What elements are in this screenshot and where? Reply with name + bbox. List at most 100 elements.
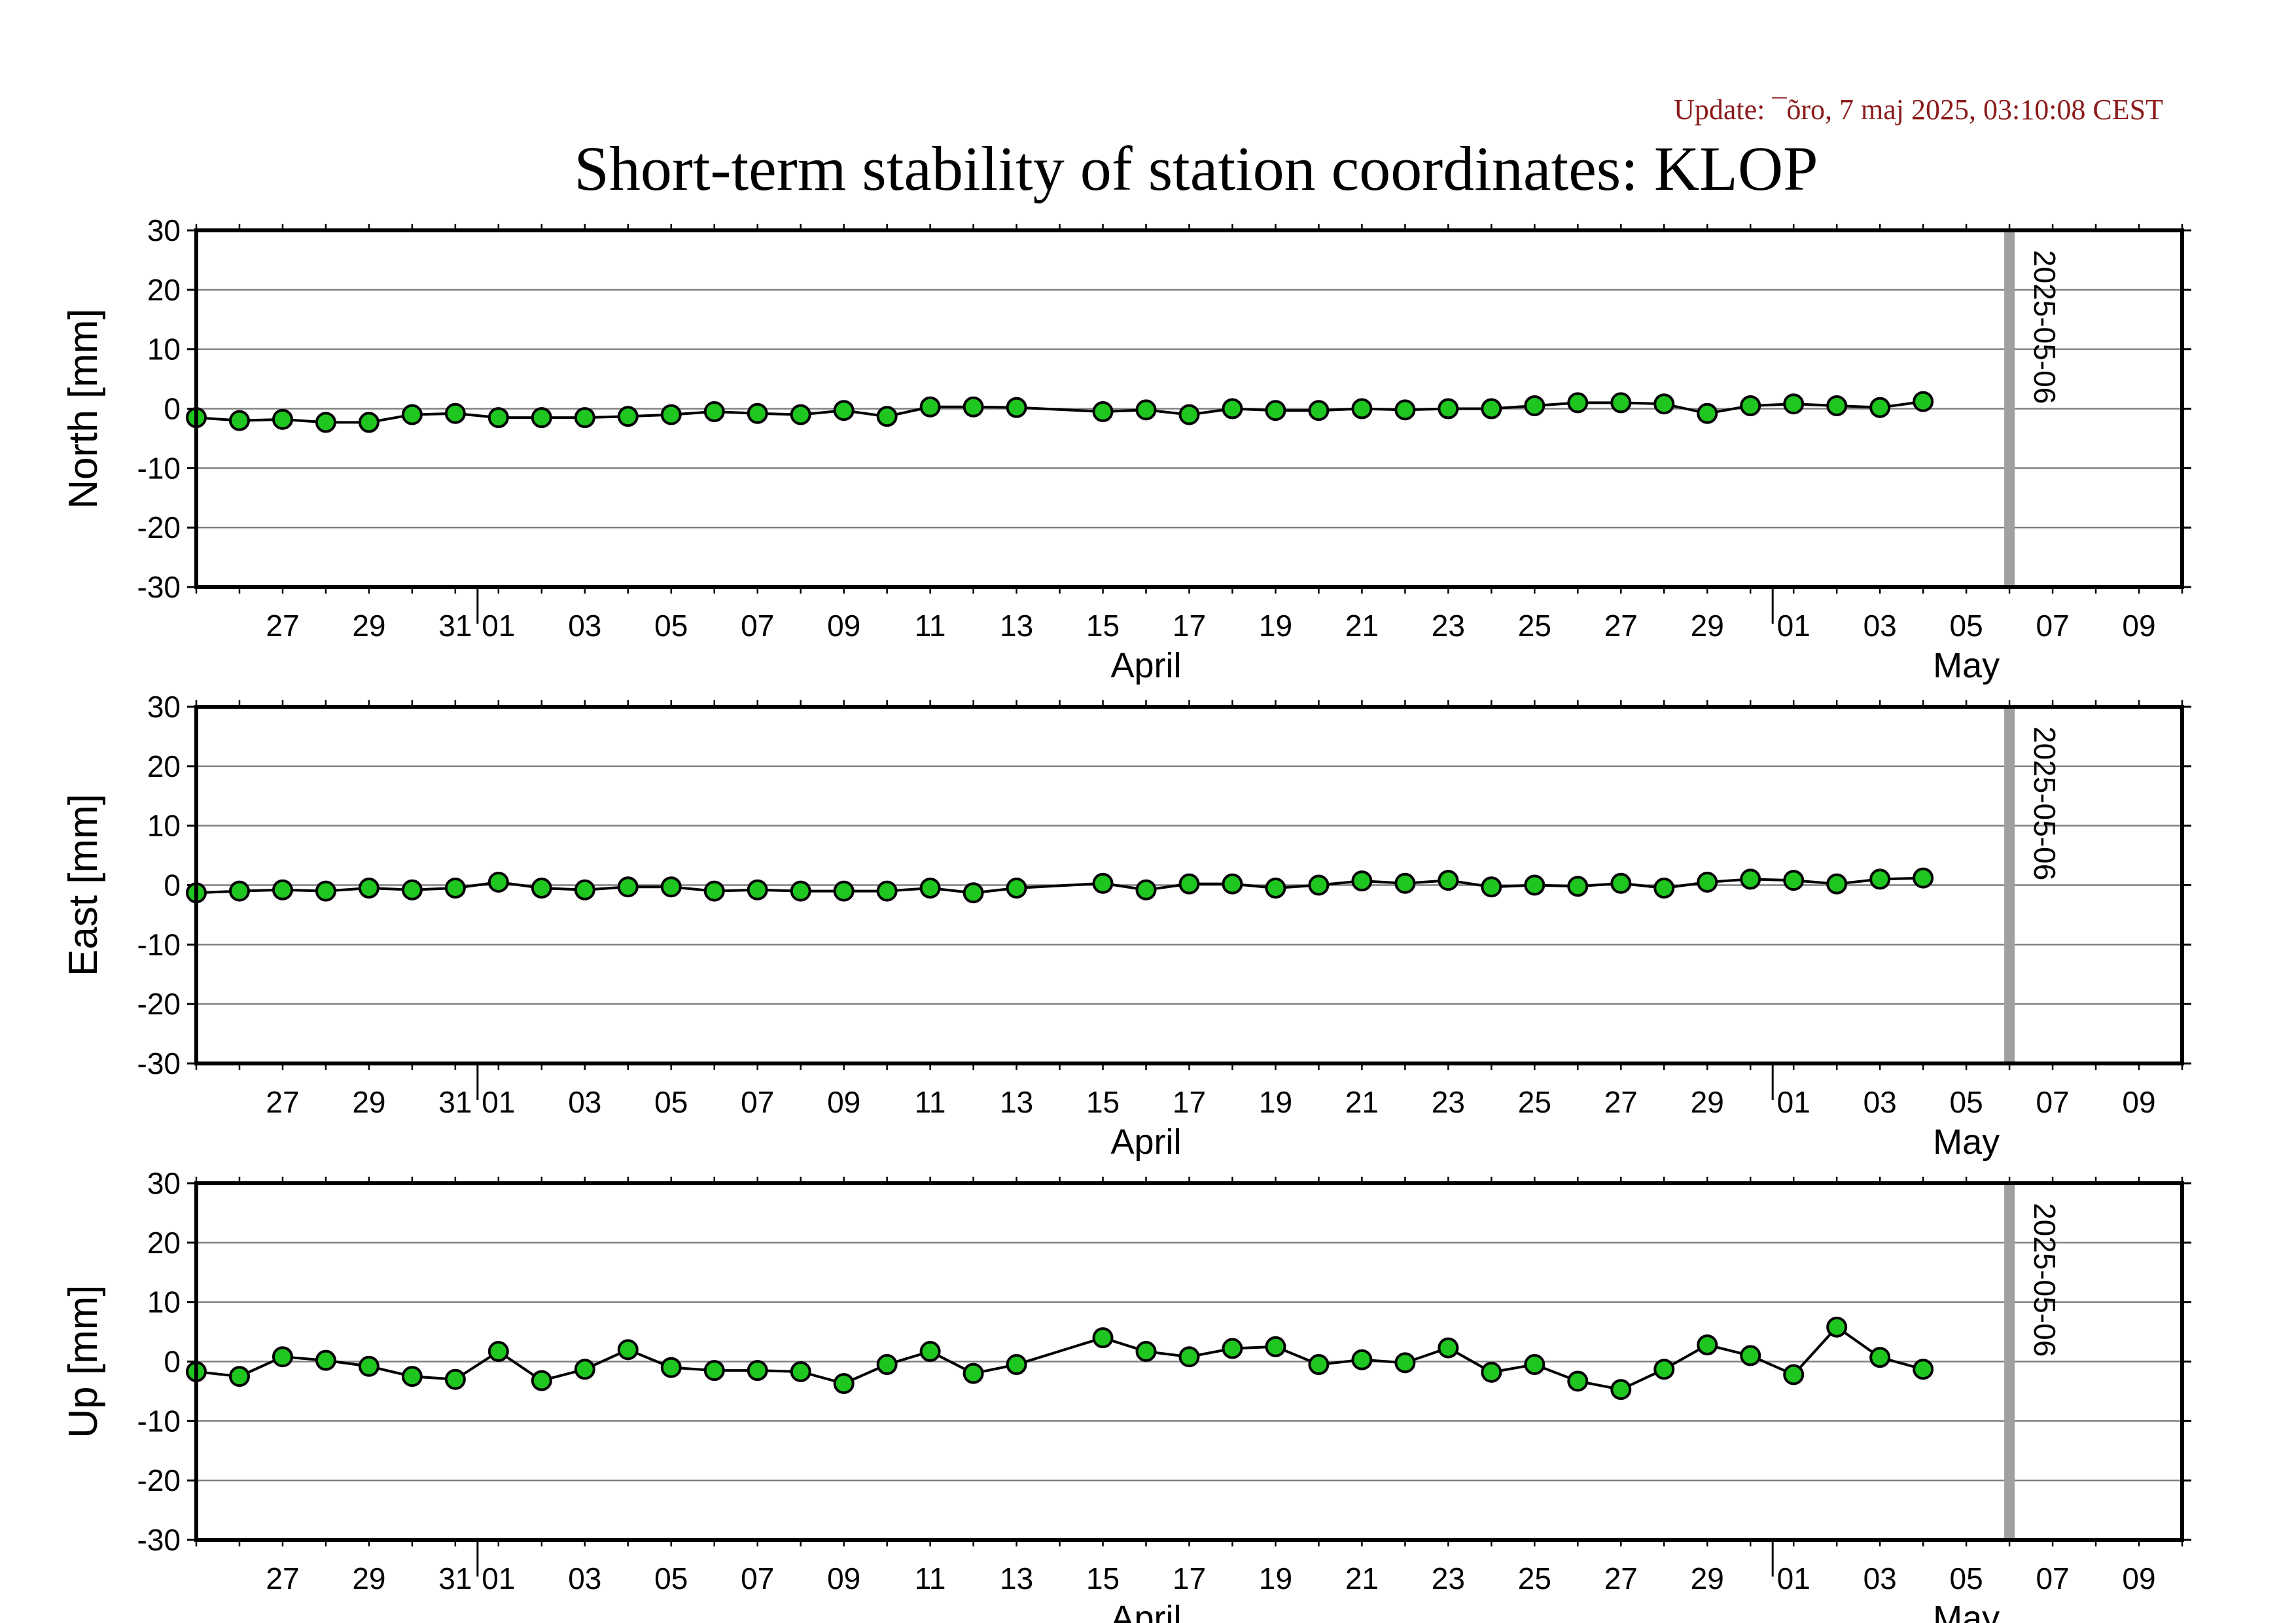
- x-tick-label: 29: [352, 1561, 385, 1596]
- data-point: [1135, 399, 1157, 421]
- y-tick-label: 30: [147, 1166, 181, 1200]
- x-tick-label: 17: [1173, 1085, 1206, 1119]
- data-point: [1610, 392, 1632, 414]
- x-tick-label: 25: [1518, 1085, 1551, 1119]
- data-point: [272, 408, 293, 430]
- x-tick-label: 01: [482, 1085, 515, 1119]
- x-tick-label: 13: [1000, 1561, 1033, 1596]
- data-point: [660, 1357, 682, 1378]
- y-tick-label: 0: [164, 1345, 181, 1379]
- data-point: [1697, 871, 1718, 893]
- x-tick-label: 03: [1863, 1561, 1897, 1596]
- x-tick-label: 25: [1518, 1561, 1551, 1596]
- x-tick-label: 03: [1863, 1085, 1897, 1119]
- x-tick-label: 13: [1000, 1085, 1033, 1119]
- data-point: [660, 404, 682, 425]
- x-tick-label: 31: [438, 1561, 472, 1596]
- data-point: [228, 410, 250, 431]
- data-point: [444, 402, 466, 424]
- x-tick-label: 15: [1086, 609, 1120, 643]
- data-point: [1394, 1352, 1416, 1374]
- data-point: [876, 406, 898, 427]
- plot-frame: [194, 1181, 2184, 1542]
- data-point: [1265, 400, 1286, 421]
- data-point: [919, 878, 941, 899]
- data-point: [1653, 1359, 1675, 1380]
- data-point: [1697, 402, 1718, 424]
- y-tick-label: -10: [137, 927, 181, 961]
- data-point: [919, 396, 941, 418]
- x-tick-label: 01: [482, 1561, 515, 1596]
- y-tick-label: 0: [164, 868, 181, 902]
- data-point: [1783, 393, 1805, 415]
- plot-frame: [194, 705, 2184, 1065]
- x-tick-label: 21: [1345, 609, 1379, 643]
- x-tick-label: 09: [2122, 609, 2155, 643]
- x-tick-label: 23: [1432, 1085, 1465, 1119]
- y-tick-label: 20: [147, 749, 181, 783]
- data-point: [1006, 397, 1027, 418]
- x-tick-label: 29: [352, 609, 385, 643]
- x-tick-label: 15: [1086, 1085, 1120, 1119]
- x-tick-label: 31: [438, 1085, 472, 1119]
- y-tick-label: 30: [147, 690, 181, 724]
- y-axis-label: North [mm]: [61, 308, 106, 509]
- data-point: [963, 1363, 984, 1384]
- x-tick-label: 01: [1777, 1085, 1810, 1119]
- x-tick-label: 11: [915, 1561, 946, 1596]
- date-marker-label: 2025-05-06: [2028, 1203, 2062, 1357]
- data-point: [1826, 1316, 1848, 1338]
- data-point: [833, 1373, 855, 1395]
- data-point: [1567, 1370, 1589, 1392]
- data-point: [272, 879, 293, 901]
- x-tick-label: 03: [1863, 609, 1897, 643]
- data-point: [1653, 878, 1675, 899]
- data-point: [1438, 1337, 1459, 1359]
- data-point: [1481, 398, 1502, 419]
- x-tick-label: 09: [2122, 1561, 2155, 1596]
- month-label: April: [1111, 1122, 1182, 1162]
- data-point: [1481, 876, 1502, 898]
- data-point: [487, 1341, 509, 1363]
- y-tick-label: -20: [137, 1463, 181, 1497]
- data-point: [1265, 1336, 1286, 1357]
- data-point: [531, 407, 552, 429]
- data-point: [703, 1360, 725, 1382]
- x-tick-label: 01: [482, 609, 515, 643]
- x-tick-label: 29: [352, 1085, 385, 1119]
- x-tick-label: 09: [827, 1561, 860, 1596]
- x-tick-label: 07: [741, 609, 774, 643]
- data-point: [1697, 1334, 1718, 1356]
- x-tick-label: 27: [266, 1085, 299, 1119]
- data-point: [1394, 872, 1416, 894]
- data-point: [1869, 868, 1891, 890]
- data-point: [1438, 398, 1459, 419]
- data-point: [315, 880, 336, 902]
- data-point: [1308, 1354, 1330, 1376]
- data-point: [919, 1341, 941, 1363]
- data-point: [574, 407, 595, 429]
- data-point: [660, 876, 682, 898]
- data-point: [1610, 872, 1632, 894]
- series-line: [196, 876, 1924, 895]
- data-point: [1653, 393, 1675, 415]
- x-tick-label: 03: [568, 609, 601, 643]
- x-tick-label: 17: [1173, 1561, 1206, 1596]
- data-point: [1913, 867, 1934, 889]
- y-axis-label: Up [mm]: [61, 1285, 106, 1438]
- data-point: [1135, 1341, 1157, 1363]
- data-point: [1524, 1354, 1545, 1376]
- data-point: [833, 880, 855, 902]
- data-point: [1308, 400, 1330, 421]
- data-point: [1351, 1349, 1373, 1370]
- data-point: [1567, 876, 1589, 897]
- data-point: [1826, 873, 1848, 895]
- data-point: [703, 880, 725, 902]
- data-point: [1783, 870, 1805, 891]
- data-point: [617, 1339, 639, 1361]
- data-point: [1092, 1327, 1114, 1349]
- x-tick-label: 29: [1691, 1561, 1724, 1596]
- data-point: [747, 879, 768, 901]
